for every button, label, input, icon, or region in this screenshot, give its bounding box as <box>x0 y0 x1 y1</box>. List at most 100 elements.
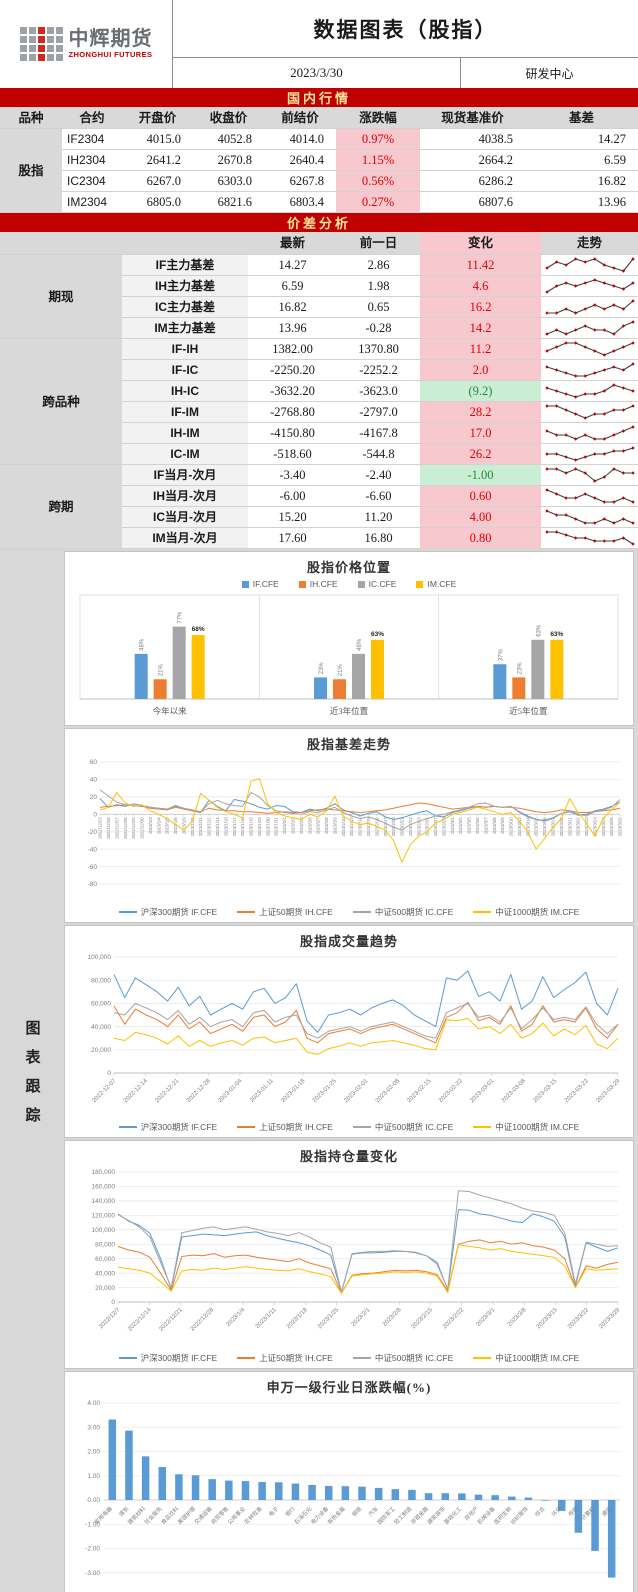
table-row: IM主力基差 13.96 -0.28 14.2 <box>0 317 638 339</box>
chart-title: 股指成交量趋势 <box>299 934 398 949</box>
svg-text:2023-03-15: 2023-03-15 <box>532 1078 558 1104</box>
table-row: 跨期 IF当月-次月 -3.40 -2.40 -1.00 <box>0 464 638 549</box>
svg-text:2023/1/9: 2023/1/9 <box>181 817 186 834</box>
svg-text:2023/2/14: 2023/2/14 <box>358 817 363 837</box>
svg-text:2023/1/5: 2023/1/5 <box>165 817 170 834</box>
banner-domestic-market: 国内行情 <box>0 88 638 107</box>
svg-text:近5年位置: 近5年位置 <box>509 706 548 716</box>
report-header: 中辉期货 ZHONGHUI FUTURES 数据图表（股指） 2023/3/30… <box>0 0 638 88</box>
col-latest: 最新 <box>248 232 337 255</box>
chart-volume-trend: 股指成交量趋势 0 20,000 40,000 60,000 80,000 100,000… <box>64 925 634 1138</box>
svg-text:汽车: 汽车 <box>367 1504 381 1518</box>
trend-sparkline <box>544 383 635 399</box>
svg-text:2023/2/7: 2023/2/7 <box>316 817 321 834</box>
banner-spread-analysis: 价差分析 <box>0 213 638 232</box>
svg-text:40,000: 40,000 <box>95 1270 115 1277</box>
svg-text:80,000: 80,000 <box>91 977 111 984</box>
svg-text:2023/3/15: 2023/3/15 <box>534 817 539 837</box>
svg-text:2023-01-18: 2023-01-18 <box>280 1078 306 1104</box>
logo-grid-icon <box>19 27 63 61</box>
svg-text:银行: 银行 <box>283 1504 297 1518</box>
svg-text:2023/1/4: 2023/1/4 <box>226 1307 247 1328</box>
svg-text:家用电器: 家用电器 <box>93 1504 115 1526</box>
svg-text:2023/1/20: 2023/1/20 <box>257 817 262 837</box>
table-row: IC2304 6267.0 6303.0 6267.8 0.56% 6286.2… <box>0 170 638 192</box>
svg-text:2023/1/31: 2023/1/31 <box>274 817 279 837</box>
trend-sparkline <box>544 446 635 462</box>
chart-open-interest: 股指持仓量变化 0 20,000 40,000 60,000 80,000 100,000… <box>64 1140 634 1369</box>
svg-text:2023-03-22: 2023-03-22 <box>564 1078 590 1104</box>
svg-text:2023/3/22: 2023/3/22 <box>567 1307 591 1331</box>
svg-text:2022-12-28: 2022-12-28 <box>186 1078 212 1104</box>
trend-sparkline <box>544 278 635 294</box>
table-row: IF-IM -2768.80 -2797.0 28.2 <box>0 401 638 423</box>
svg-text:2022/12/28: 2022/12/28 <box>190 1307 216 1333</box>
company-name-cn: 中辉期货 <box>68 28 153 50</box>
svg-text:120,000: 120,000 <box>92 1213 116 1220</box>
svg-text:2023-02-15: 2023-02-15 <box>406 1078 432 1104</box>
svg-text:农林牧渔: 农林牧渔 <box>242 1504 264 1526</box>
svg-text:80,000: 80,000 <box>95 1241 115 1248</box>
svg-text:2023/3/9: 2023/3/9 <box>500 817 505 834</box>
svg-text:-80: -80 <box>88 881 98 888</box>
svg-text:2023/3/20: 2023/3/20 <box>559 817 564 837</box>
table-row: IH当月-次月 -6.00 -6.60 0.60 <box>0 485 638 507</box>
svg-text:2022/12/28: 2022/12/28 <box>123 817 128 839</box>
svg-text:2023/3/29: 2023/3/29 <box>598 1307 622 1331</box>
svg-text:21%: 21% <box>159 664 165 677</box>
svg-text:2023/3/16: 2023/3/16 <box>542 817 547 837</box>
col-spot: 现货基准价 <box>420 107 525 129</box>
svg-text:60: 60 <box>90 759 98 766</box>
svg-text:2023-03-08: 2023-03-08 <box>501 1078 527 1104</box>
svg-text:40,000: 40,000 <box>91 1024 111 1031</box>
chart-title: 股指价格位置 <box>306 560 391 575</box>
svg-text:煤炭: 煤炭 <box>117 1504 131 1518</box>
svg-text:2022-12-14: 2022-12-14 <box>123 1078 149 1104</box>
chart-price-position: 股指价格位置 IF.CFE IH.CFE IC.CFE IM.CFE 今年以来 48% 2… <box>64 551 634 726</box>
svg-text:近3年位置: 近3年位置 <box>330 706 369 716</box>
svg-text:2023/3/21: 2023/3/21 <box>567 817 572 837</box>
svg-text:-3.00: -3.00 <box>85 1570 100 1577</box>
chart-legend: 沪深300期货 IF.CFE 上证50期货 IH.CFE 中证500期货 IC.CF… <box>67 1350 631 1366</box>
col-variety: 品种 <box>0 107 62 129</box>
svg-text:2022-12-07: 2022-12-07 <box>91 1078 117 1104</box>
svg-text:2022/12/21: 2022/12/21 <box>158 1307 184 1333</box>
svg-text:2023/3/15: 2023/3/15 <box>536 1307 560 1331</box>
svg-text:2023/2/15: 2023/2/15 <box>411 1307 435 1331</box>
svg-text:2023/1/25: 2023/1/25 <box>317 1307 341 1331</box>
trend-sparkline <box>544 488 635 504</box>
table-row: IF-IC -2250.20 -2252.2 2.0 <box>0 359 638 381</box>
svg-text:2023/2/22: 2023/2/22 <box>408 817 413 837</box>
svg-text:2023/2/1: 2023/2/1 <box>351 1307 372 1328</box>
chart-basis-trend: 股指基差走势 -80 -60 -40 -20 0 20 40 60 2022/12/23 2022… <box>64 728 634 923</box>
open-interest-line-chart: 0 20,000 40,000 60,000 80,000 100,000 120,000 1… <box>92 1169 622 1333</box>
svg-text:2023/2/3: 2023/2/3 <box>299 817 304 834</box>
chart-legend: 沪深300期货 IF.CFE 上证50期货 IH.CFE 中证500期货 IC.CF… <box>67 1119 631 1135</box>
table-row: IH-IM -4150.80 -4167.8 17.0 <box>0 422 638 444</box>
svg-text:2023/2/13: 2023/2/13 <box>349 817 354 837</box>
trend-sparkline <box>544 467 635 483</box>
trend-sparkline <box>544 530 635 546</box>
svg-text:100,000: 100,000 <box>88 954 112 961</box>
chart-industry-change: 申万一级行业日涨跌幅(%) -4.00-3.00-2.00-1.000.001.… <box>64 1371 634 1592</box>
col-change: 变化 <box>420 232 541 255</box>
svg-text:2023/2/28: 2023/2/28 <box>441 817 446 837</box>
table-row: IH2304 2641.2 2670.8 2640.4 1.15% 2664.2… <box>0 149 638 171</box>
svg-text:2023/2/24: 2023/2/24 <box>425 817 430 837</box>
svg-text:63%: 63% <box>371 631 384 638</box>
svg-text:20,000: 20,000 <box>95 1285 115 1292</box>
svg-text:2.00: 2.00 <box>87 1449 100 1456</box>
svg-text:2022/12/7: 2022/12/7 <box>98 1307 122 1331</box>
svg-text:2023-02-01: 2023-02-01 <box>343 1078 369 1104</box>
svg-text:77%: 77% <box>178 611 184 624</box>
svg-text:180,000: 180,000 <box>92 1169 116 1176</box>
table-row: IH-IC -3632.20 -3623.0 (9.2) <box>0 380 638 402</box>
svg-text:2023/3/1: 2023/3/1 <box>450 817 455 834</box>
volume-trend-line-chart: 0 20,000 40,000 60,000 80,000 100,000 2022-12-… <box>88 954 622 1104</box>
svg-text:2023/2/20: 2023/2/20 <box>391 817 396 837</box>
svg-text:2023/2/9: 2023/2/9 <box>332 817 337 834</box>
svg-text:2023/2/1: 2023/2/1 <box>282 817 287 834</box>
svg-text:2023-03-29: 2023-03-29 <box>595 1078 621 1104</box>
svg-text:2023/2/23: 2023/2/23 <box>416 817 421 837</box>
